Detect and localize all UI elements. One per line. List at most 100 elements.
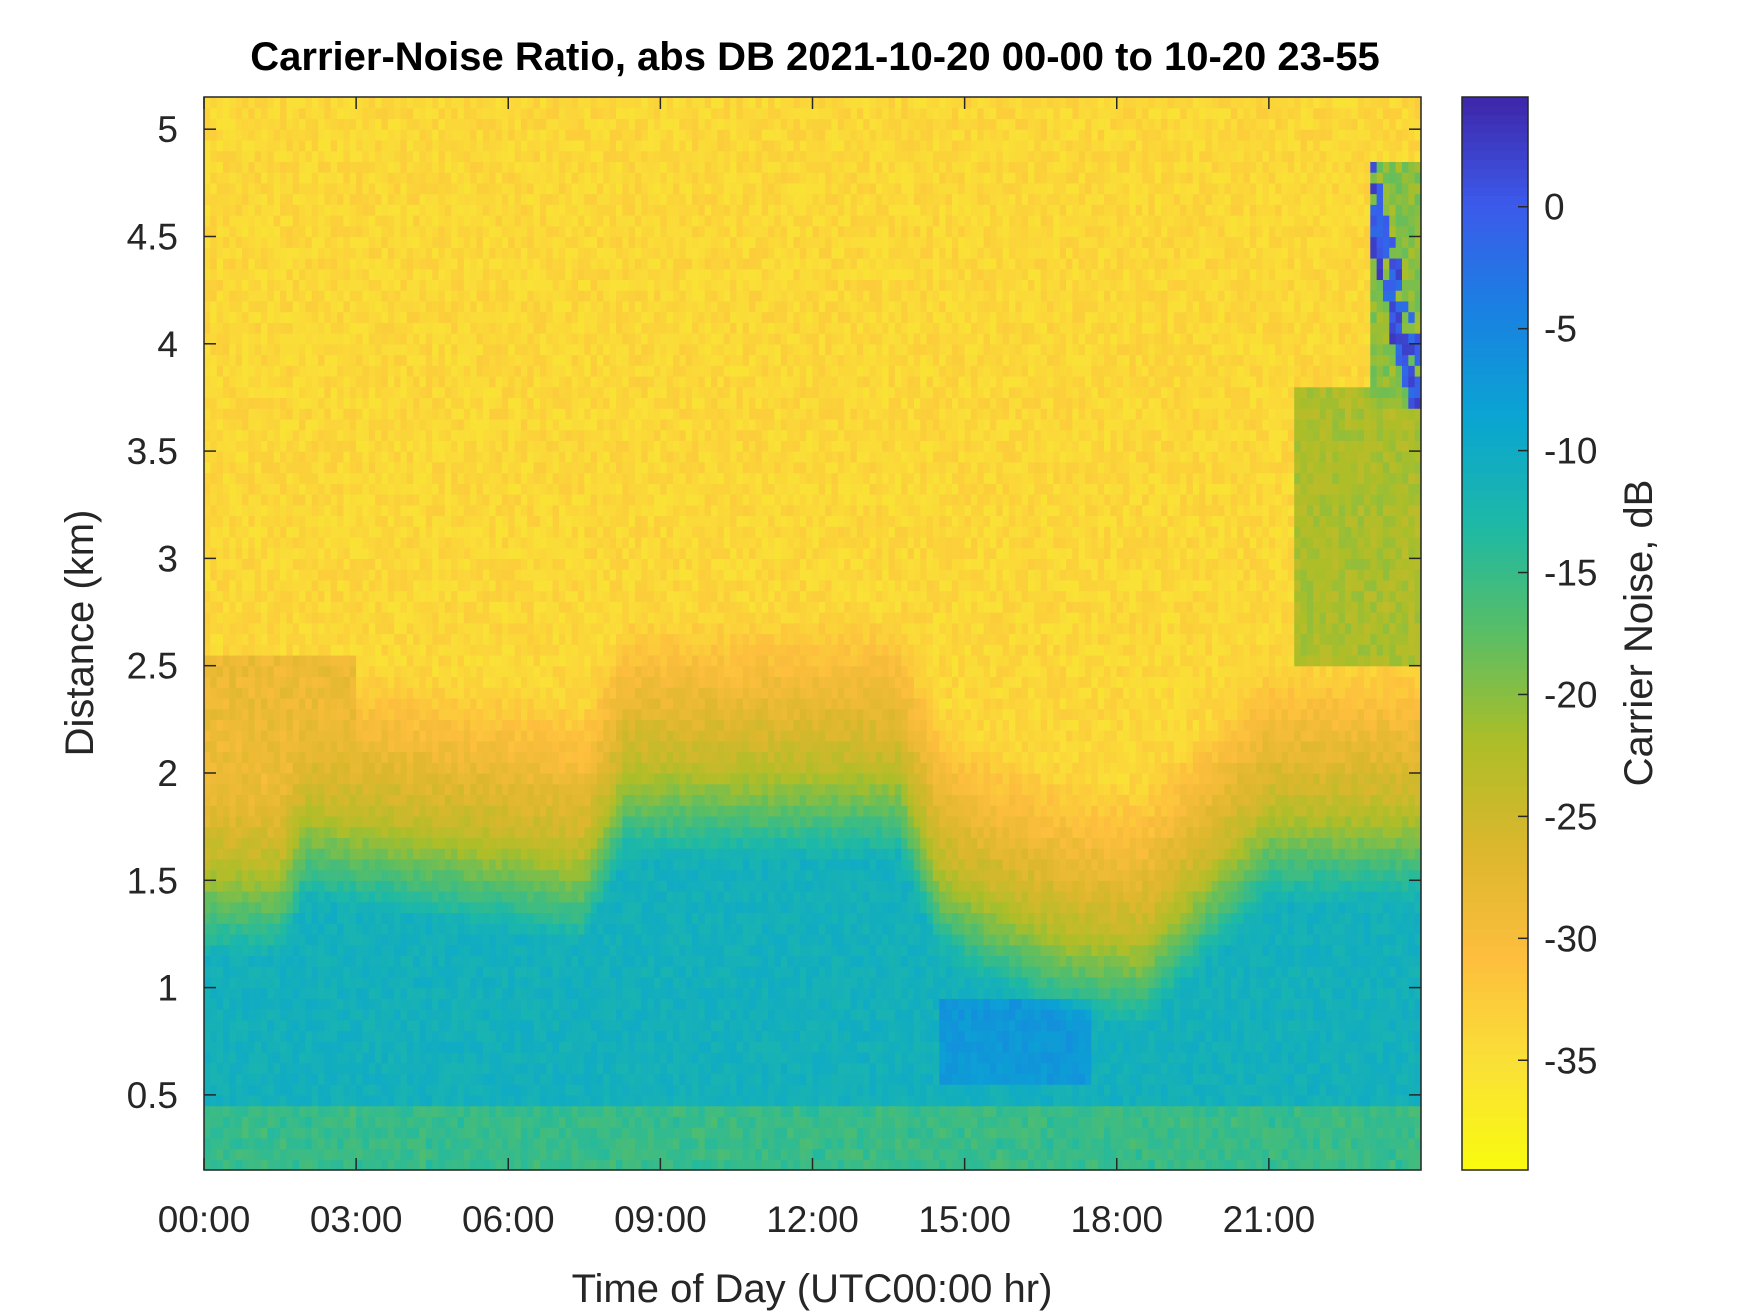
heatmap-cell	[330, 225, 338, 238]
heatmap-cell	[508, 558, 516, 570]
heatmap-cell	[362, 762, 370, 774]
heatmap-cell	[299, 676, 307, 688]
heatmap-cell	[311, 547, 319, 559]
heatmap-cell	[261, 129, 268, 141]
heatmap-cell	[254, 1159, 262, 1171]
heatmap-cell	[387, 204, 395, 216]
heatmap-cell	[242, 451, 249, 463]
heatmap-cell	[356, 815, 364, 828]
heatmap-cell	[204, 558, 211, 570]
heatmap-cell	[368, 579, 376, 592]
heatmap-cell	[368, 354, 376, 366]
heatmap-cell	[204, 1137, 211, 1150]
heatmap-cell	[273, 279, 281, 291]
heatmap-cell	[261, 354, 268, 366]
heatmap-cell	[330, 418, 338, 431]
heatmap-cell	[425, 1041, 433, 1053]
heatmap-cell	[254, 805, 262, 817]
heatmap-cell	[210, 815, 218, 828]
heatmap-cell	[216, 815, 224, 828]
heatmap-cell	[210, 236, 218, 248]
heatmap-cell	[476, 418, 484, 431]
heatmap-cell	[261, 204, 268, 216]
heatmap-cell	[286, 440, 294, 452]
heatmap-cell	[444, 1105, 452, 1117]
heatmap-cell	[463, 869, 471, 881]
heatmap-cell	[356, 944, 364, 956]
heatmap-cell	[501, 815, 509, 828]
heatmap-cell	[413, 644, 421, 656]
heatmap-cell	[425, 440, 433, 452]
heatmap-cell	[337, 955, 345, 967]
heatmap-cell	[204, 118, 211, 130]
heatmap-cell	[210, 504, 218, 517]
heatmap-cell	[457, 837, 465, 849]
heatmap-cell	[235, 494, 243, 506]
heatmap-cell	[204, 1084, 211, 1096]
heatmap-cell	[394, 955, 402, 967]
heatmap-cell	[299, 579, 307, 592]
heatmap-cell	[324, 97, 332, 109]
heatmap-cell	[204, 848, 211, 860]
heatmap-cell	[375, 612, 383, 624]
heatmap-cell	[286, 966, 294, 978]
heatmap-cell	[280, 536, 287, 549]
heatmap-cell	[362, 944, 370, 956]
heatmap-cell	[394, 408, 402, 420]
heatmap-cell	[501, 837, 509, 849]
heatmap-cell	[248, 97, 256, 109]
heatmap-cell	[330, 912, 338, 924]
heatmap-cell	[444, 1030, 452, 1042]
heatmap-cell	[286, 365, 294, 377]
heatmap-cell	[406, 687, 414, 699]
heatmap-cell	[229, 354, 237, 366]
heatmap-cell	[400, 1030, 408, 1042]
heatmap-cell	[318, 1137, 326, 1150]
heatmap-cell	[318, 279, 326, 291]
heatmap-cell	[242, 215, 249, 227]
heatmap-cell	[324, 494, 332, 506]
heatmap-cell	[432, 107, 440, 120]
heatmap-cell	[235, 1116, 243, 1128]
heatmap-cell	[235, 193, 243, 205]
heatmap-cell	[248, 236, 256, 248]
heatmap-cell	[463, 966, 471, 978]
heatmap-cell	[470, 247, 478, 259]
heatmap-cell	[349, 633, 357, 645]
heatmap-cell	[387, 215, 395, 227]
heatmap-cell	[457, 976, 465, 989]
heatmap-cell	[514, 161, 522, 173]
heatmap-cell	[463, 247, 471, 259]
heatmap-cell	[254, 751, 262, 763]
heatmap-cell	[400, 1148, 408, 1160]
heatmap-cell	[235, 558, 243, 570]
heatmap-cell	[318, 257, 326, 270]
heatmap-cell	[286, 590, 294, 602]
heatmap-cell	[508, 579, 516, 592]
heatmap-cell	[356, 161, 364, 173]
heatmap-cell	[413, 429, 421, 441]
heatmap-cell	[432, 708, 440, 720]
heatmap-cell	[444, 719, 452, 731]
heatmap-cell	[216, 676, 224, 688]
heatmap-cell	[235, 1030, 243, 1042]
heatmap-cell	[482, 268, 490, 281]
heatmap-cell	[254, 644, 262, 656]
heatmap-cell	[444, 1073, 452, 1085]
heatmap-cell	[242, 526, 249, 538]
heatmap-cell	[451, 429, 459, 441]
heatmap-cell	[318, 1019, 326, 1032]
heatmap-cell	[501, 204, 509, 216]
heatmap-cell	[229, 751, 237, 763]
heatmap-cell	[444, 794, 452, 806]
heatmap-cell	[444, 333, 452, 345]
heatmap-cell	[501, 215, 509, 227]
heatmap-cell	[451, 590, 459, 602]
heatmap-cell	[356, 354, 364, 366]
heatmap-cell	[311, 944, 319, 956]
heatmap-cell	[229, 955, 237, 967]
heatmap-cell	[406, 182, 414, 195]
heatmap-cell	[457, 300, 465, 313]
heatmap-cell	[299, 858, 307, 871]
heatmap-cell	[413, 268, 421, 281]
